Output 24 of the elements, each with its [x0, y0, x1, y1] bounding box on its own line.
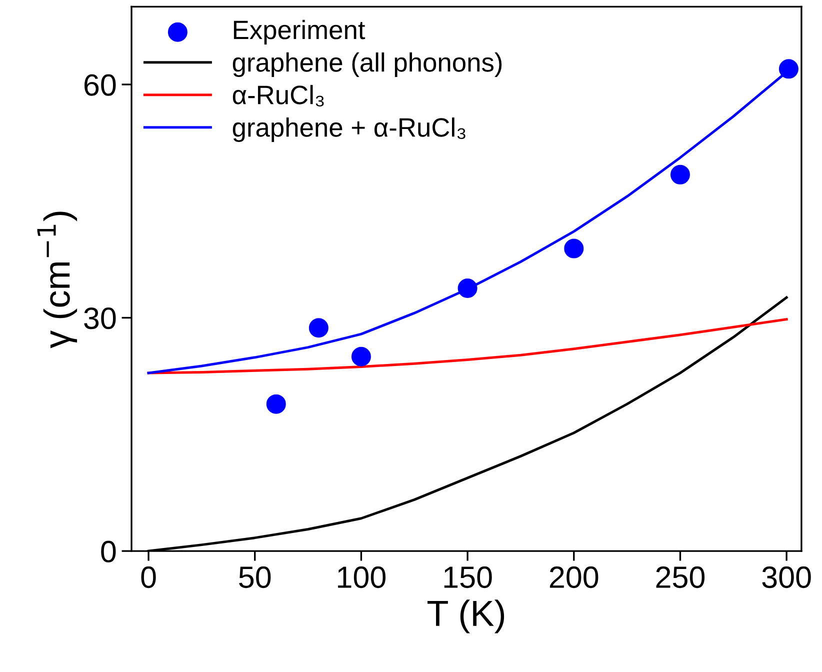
legend-label: α-RuCl₃: [232, 84, 324, 106]
y-axis-title: γ (cm$^{−1}$): [37, 212, 78, 348]
x-tick-label: 150: [444, 566, 492, 588]
point: [670, 164, 690, 184]
x-tick-label: 0: [141, 566, 156, 588]
y-tick-label: 60: [84, 74, 116, 96]
line-series: [147, 318, 788, 374]
point: [778, 59, 798, 79]
legend-label: graphene (all phonons): [232, 52, 502, 78]
x-tick-label: 100: [338, 566, 386, 588]
point: [266, 394, 286, 414]
point: [308, 318, 328, 338]
point: [458, 278, 478, 298]
legend-label: graphene + α-RuCl₃: [232, 117, 466, 142]
point: [564, 238, 584, 258]
x-tick-label: 50: [239, 566, 271, 588]
y-tick-label: 30: [84, 307, 116, 330]
legend-label: Experiment: [234, 20, 366, 45]
x-tick-label: 300: [762, 566, 811, 588]
x-tick-label: 250: [656, 566, 705, 588]
x-axis-title: T (K): [428, 600, 504, 634]
y-tick-label: 0: [101, 540, 116, 562]
point: [351, 346, 371, 366]
x-tick-label: 200: [550, 566, 598, 588]
